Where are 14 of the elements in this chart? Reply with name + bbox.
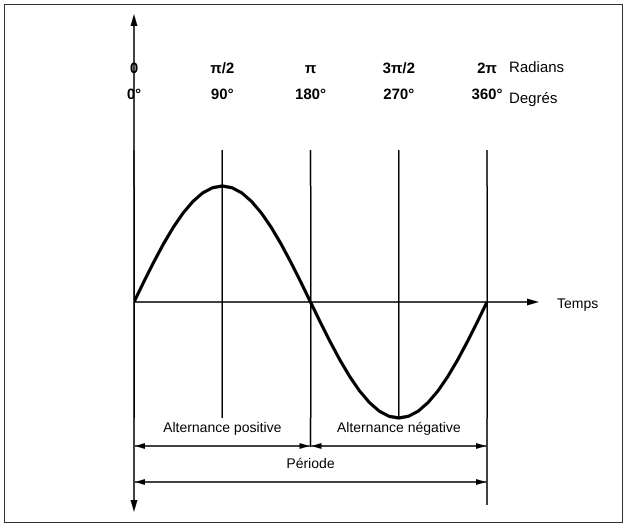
x-tick-label: 270° (383, 86, 414, 104)
x2-axis-title: Radians (509, 59, 564, 76)
x2-tick-label: 3π/2 (382, 60, 415, 78)
text: Alternance négative (336, 418, 461, 435)
x-axis-title: Degrés (509, 90, 558, 108)
text: Période (286, 454, 335, 471)
text: Alternance positive (163, 418, 282, 435)
x2-tick-label: 2π (477, 60, 498, 78)
x2-tick-label: π/2 (210, 60, 234, 78)
x-tick-label: 360° (471, 86, 503, 104)
text: Temps (557, 294, 598, 311)
x-tick-label: 90° (210, 86, 234, 104)
x-tick-label: 180° (294, 86, 326, 104)
x2-tick-label: π (304, 60, 317, 78)
